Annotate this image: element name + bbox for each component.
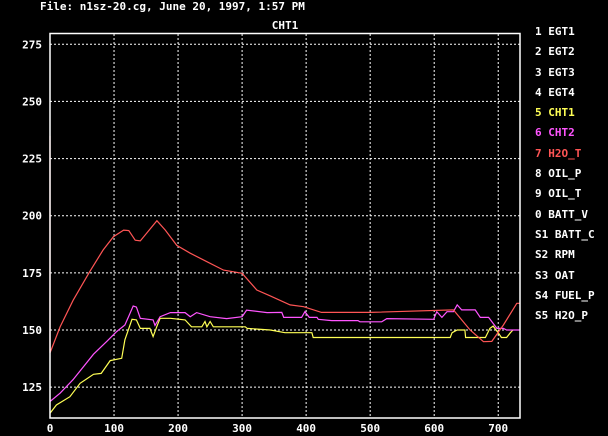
legend-item: 5 CHT1 — [535, 106, 575, 120]
legend-item: S2 RPM — [535, 248, 575, 262]
chart-title: CHT1 — [271, 19, 299, 32]
y-tick-label: 250 — [22, 95, 42, 108]
tick-labels: 0 100 200 300 400 500 600 700 125 150 175 200 225 250… — [22, 38, 508, 435]
y-tick-label: 150 — [22, 324, 42, 337]
legend-item: S3 OAT — [535, 268, 575, 282]
y-tick-label: 200 — [22, 210, 42, 223]
x-tick-label: 700 — [488, 422, 508, 435]
legend: 1 EGT1 2 EGT2 3 EGT3 4 EGT4 5 CHT1 6 CHT2 7 H2… — [535, 24, 595, 328]
legend-item: S5 H2O_P — [535, 309, 588, 323]
series-line-5-cht1 — [49, 317, 514, 414]
legend-item: 3 EGT3 — [535, 65, 575, 79]
x-tick-label: 100 — [104, 422, 124, 435]
series-line-7-h2o_t — [49, 135, 520, 354]
x-tick-label: 400 — [296, 422, 316, 435]
x-tick-label: 200 — [168, 422, 188, 435]
series-lines — [49, 135, 520, 414]
legend-item: S4 FUEL_P — [535, 288, 595, 302]
x-tick-label: 300 — [232, 422, 252, 435]
file-title: File: n1sz-20.cg, June 20, 1997, 1:57 PM — [40, 0, 305, 13]
legend-item: S1 BATT_C — [535, 227, 595, 241]
legend-item: 7 H2O_T — [535, 146, 582, 160]
legend-item: 4 EGT4 — [535, 85, 575, 99]
x-tick-label: 500 — [360, 422, 380, 435]
series-line-6-cht2 — [49, 303, 520, 402]
legend-item: 8 OIL_P — [535, 167, 582, 181]
legend-item: 2 EGT2 — [535, 45, 575, 59]
y-tick-label: 175 — [22, 267, 42, 280]
x-tick-label: 600 — [424, 422, 444, 435]
y-tick-label: 225 — [22, 153, 42, 166]
y-tick-label: 275 — [22, 38, 42, 51]
legend-item: 9 OIL_T — [535, 187, 582, 201]
plot-frame — [49, 32, 521, 419]
legend-item: 6 CHT2 — [535, 126, 575, 140]
legend-item: 0 BATT_V — [535, 207, 588, 221]
y-tick-label: 125 — [22, 381, 42, 394]
x-tick-label: 0 — [47, 422, 54, 435]
grid — [50, 34, 520, 418]
legend-item: 1 EGT1 — [535, 25, 575, 38]
